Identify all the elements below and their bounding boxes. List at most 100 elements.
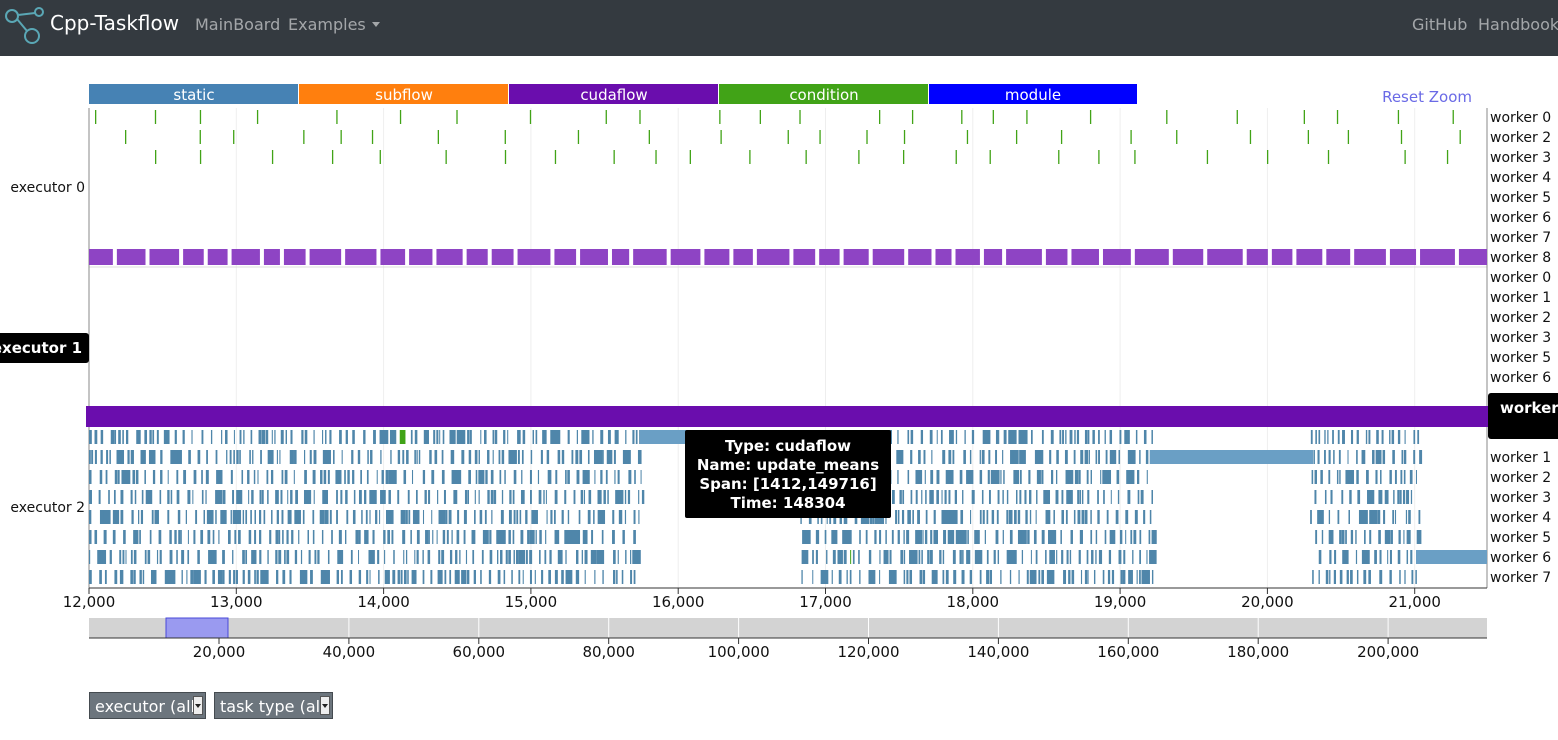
static-task[interactable] <box>260 450 262 464</box>
static-task[interactable] <box>548 570 551 584</box>
static-task[interactable] <box>89 570 92 584</box>
static-task[interactable] <box>1130 530 1133 544</box>
static-task[interactable] <box>1062 430 1064 444</box>
static-task[interactable] <box>1325 570 1329 584</box>
static-task[interactable] <box>922 530 924 544</box>
static-task[interactable] <box>947 530 955 544</box>
static-task[interactable] <box>416 530 420 544</box>
static-task[interactable] <box>384 550 386 564</box>
static-task[interactable] <box>333 450 335 464</box>
condition-task[interactable] <box>719 110 721 124</box>
static-task[interactable] <box>257 470 259 484</box>
static-task[interactable] <box>499 470 502 484</box>
cudaflow-task[interactable] <box>517 249 551 265</box>
static-task[interactable] <box>948 490 951 504</box>
static-task[interactable] <box>120 510 124 524</box>
static-task[interactable] <box>1061 510 1064 524</box>
static-task[interactable] <box>121 470 131 484</box>
static-task[interactable] <box>201 430 204 444</box>
static-task[interactable] <box>1105 450 1108 464</box>
static-task[interactable] <box>517 430 521 444</box>
static-task[interactable] <box>1024 490 1027 504</box>
static-task[interactable] <box>455 490 458 504</box>
static-task[interactable] <box>197 450 201 464</box>
static-task[interactable] <box>383 530 386 544</box>
static-task[interactable] <box>430 570 433 584</box>
static-task[interactable] <box>1108 550 1112 564</box>
static-task[interactable] <box>1061 490 1064 504</box>
static-task[interactable] <box>1329 570 1331 584</box>
static-task[interactable] <box>242 510 245 524</box>
static-task[interactable] <box>1078 550 1081 564</box>
static-task[interactable] <box>1097 510 1100 524</box>
condition-task[interactable] <box>1249 130 1252 144</box>
static-task[interactable] <box>232 510 242 524</box>
static-task[interactable] <box>546 510 548 524</box>
static-task[interactable] <box>312 510 315 524</box>
static-task[interactable] <box>429 450 432 464</box>
cudaflow-task[interactable] <box>793 249 816 265</box>
static-task[interactable] <box>1336 470 1339 484</box>
condition-task[interactable] <box>271 150 274 164</box>
static-task[interactable] <box>868 550 872 564</box>
static-task[interactable] <box>1091 550 1094 564</box>
static-task[interactable] <box>1394 470 1397 484</box>
static-task[interactable] <box>130 550 133 564</box>
static-task[interactable] <box>478 450 480 464</box>
static-task[interactable] <box>1019 450 1026 464</box>
static-task[interactable] <box>1059 430 1062 444</box>
static-task[interactable] <box>1397 490 1400 504</box>
static-task[interactable] <box>482 530 489 544</box>
condition-task[interactable] <box>819 130 821 144</box>
static-task[interactable] <box>1107 570 1111 584</box>
static-task[interactable] <box>627 490 631 504</box>
static-task[interactable] <box>1003 470 1005 484</box>
static-task[interactable] <box>158 530 162 544</box>
static-task[interactable] <box>1339 570 1343 584</box>
static-task[interactable] <box>1084 570 1088 584</box>
static-task[interactable] <box>941 490 943 504</box>
static-task[interactable] <box>345 490 348 504</box>
static-task[interactable] <box>411 470 414 484</box>
static-task[interactable] <box>472 550 475 564</box>
static-task[interactable] <box>441 550 445 564</box>
static-task[interactable] <box>480 430 482 444</box>
static-task[interactable] <box>508 510 512 524</box>
static-task[interactable] <box>521 450 524 464</box>
static-task[interactable] <box>1136 570 1138 584</box>
static-task[interactable] <box>1084 430 1088 444</box>
static-task[interactable] <box>888 570 897 584</box>
static-task[interactable] <box>1063 570 1067 584</box>
static-task[interactable] <box>1025 430 1028 444</box>
static-task[interactable] <box>391 530 394 544</box>
static-task[interactable] <box>522 570 524 584</box>
static-task[interactable] <box>1374 550 1377 564</box>
static-task[interactable] <box>597 510 604 524</box>
static-task[interactable] <box>997 470 999 484</box>
static-task[interactable] <box>459 550 461 564</box>
static-task[interactable] <box>1003 430 1007 444</box>
static-task[interactable] <box>1337 510 1340 524</box>
static-task[interactable] <box>815 550 818 564</box>
static-task[interactable] <box>925 490 927 504</box>
static-task[interactable] <box>1113 450 1117 464</box>
static-task[interactable] <box>185 510 187 524</box>
static-task[interactable] <box>1376 430 1379 444</box>
static-task[interactable] <box>515 550 519 564</box>
static-task[interactable] <box>358 530 361 544</box>
static-task[interactable] <box>1070 530 1073 544</box>
static-task[interactable] <box>281 510 284 524</box>
static-task[interactable] <box>220 470 223 484</box>
static-task[interactable] <box>508 530 511 544</box>
static-task[interactable] <box>1139 570 1141 584</box>
static-task[interactable] <box>160 450 163 464</box>
static-task[interactable] <box>901 450 903 464</box>
static-task[interactable] <box>1040 450 1043 464</box>
static-task[interactable] <box>944 490 947 504</box>
static-task[interactable] <box>465 550 468 564</box>
static-task[interactable] <box>518 550 526 564</box>
static-task[interactable] <box>1140 490 1144 504</box>
static-task[interactable] <box>501 450 505 464</box>
condition-task[interactable] <box>1404 150 1406 164</box>
cudaflow-task[interactable] <box>436 249 463 265</box>
